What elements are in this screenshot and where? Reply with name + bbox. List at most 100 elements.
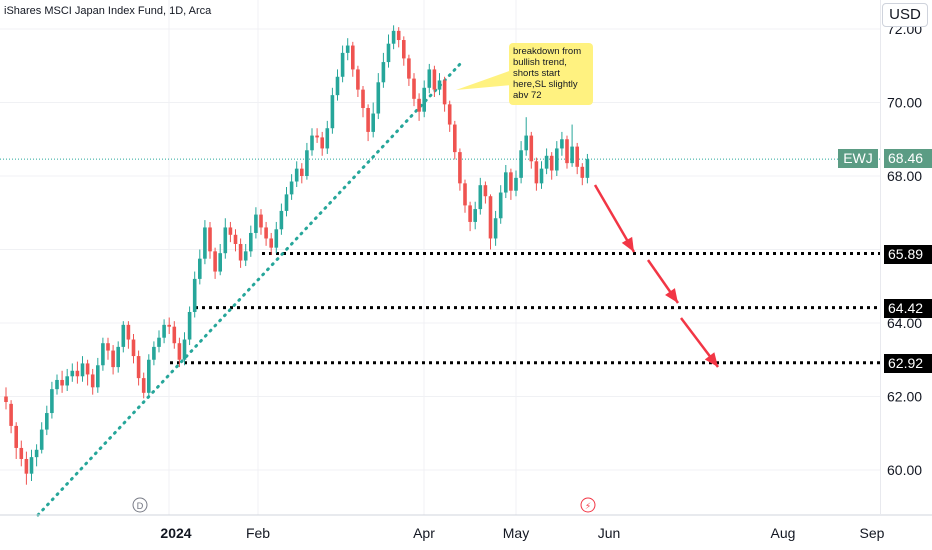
- candle-body: [305, 150, 309, 176]
- candle: [85, 359, 90, 386]
- candle: [96, 357, 100, 393]
- candle: [198, 249, 202, 285]
- candle-body: [80, 363, 85, 377]
- candle-body: [121, 324, 126, 347]
- earnings-event-icon[interactable]: ⚡: [580, 497, 596, 513]
- event-marker-label: ⚡: [585, 502, 591, 512]
- candle-body: [391, 30, 396, 44]
- x-tick-label: Jun: [598, 525, 621, 541]
- candle: [264, 221, 268, 246]
- candle-body: [356, 69, 360, 90]
- candle: [284, 187, 289, 217]
- candle: [402, 36, 406, 66]
- candle: [320, 131, 324, 156]
- candle: [493, 210, 498, 246]
- candle-body: [223, 227, 228, 254]
- candle: [580, 163, 585, 186]
- x-tick-label: Sep: [860, 525, 885, 541]
- candle: [305, 142, 309, 180]
- candle-body: [366, 108, 370, 132]
- candle-body: [325, 128, 330, 149]
- candle-body: [381, 62, 386, 83]
- candle-body: [478, 185, 483, 210]
- dividend-event-icon[interactable]: D: [132, 497, 148, 513]
- candle: [371, 102, 375, 138]
- candle-body: [294, 168, 299, 182]
- candle-body: [544, 155, 549, 169]
- candle-body: [111, 350, 115, 368]
- candle: [111, 345, 115, 375]
- candle: [182, 332, 187, 366]
- candle: [24, 451, 29, 485]
- candle: [447, 100, 452, 132]
- candle-body: [152, 346, 156, 360]
- candle-body: [126, 324, 131, 340]
- candle: [141, 372, 146, 399]
- candle-body: [4, 396, 8, 403]
- candle: [121, 321, 126, 353]
- candle-body: [131, 339, 136, 357]
- candle: [453, 120, 457, 160]
- event-marker-circle: [580, 497, 596, 513]
- candle-body: [504, 172, 508, 193]
- candle: [468, 201, 472, 232]
- candle-body: [498, 192, 503, 219]
- candle-body: [29, 457, 34, 474]
- candle: [101, 337, 105, 371]
- y-tick-label: 68.00: [887, 168, 922, 184]
- candle: [294, 161, 299, 188]
- candle: [274, 221, 279, 254]
- candle: [223, 218, 228, 259]
- candle: [147, 354, 151, 397]
- candle: [427, 63, 432, 94]
- candle: [167, 317, 171, 335]
- candle: [80, 356, 85, 382]
- candle-body: [437, 80, 442, 90]
- last-price-tag: 68.46: [884, 149, 932, 168]
- candle-body: [412, 78, 416, 99]
- projection-arrow: [680, 317, 719, 368]
- candle: [60, 370, 64, 393]
- y-tick-label: 64.00: [887, 315, 922, 331]
- x-tick-label: May: [503, 525, 529, 541]
- candle-body: [218, 253, 222, 272]
- candle: [555, 141, 559, 176]
- candle-body: [208, 227, 212, 252]
- symbol-label: EWJ: [838, 149, 878, 168]
- candle: [478, 177, 483, 215]
- candle-body: [585, 159, 590, 178]
- candle-body: [539, 168, 544, 184]
- candle-body: [238, 243, 243, 261]
- annotation-note[interactable]: breakdown from bullish trend, shorts sta…: [509, 43, 593, 105]
- currency-selector[interactable]: USD: [882, 3, 928, 27]
- x-tick-label: 2024: [160, 525, 191, 541]
- candle: [249, 225, 253, 257]
- candle: [29, 449, 34, 482]
- candle: [376, 73, 381, 120]
- candle-body: [24, 458, 29, 474]
- candle-body: [203, 227, 207, 259]
- candle: [345, 38, 350, 61]
- candle: [498, 185, 503, 224]
- candle-body: [289, 181, 294, 195]
- candle: [539, 161, 544, 189]
- candle: [575, 142, 579, 175]
- candle: [218, 243, 222, 276]
- candle: [585, 153, 590, 184]
- candle: [289, 174, 294, 200]
- candle: [233, 229, 238, 252]
- candle-body: [361, 89, 365, 109]
- candle: [310, 128, 314, 156]
- candle: [366, 104, 370, 142]
- price-axis[interactable]: [880, 0, 932, 515]
- projection-arrow: [593, 184, 636, 253]
- candle: [279, 203, 284, 235]
- candle-body: [228, 227, 233, 235]
- candle-body: [453, 124, 457, 153]
- candle-body: [529, 135, 534, 162]
- candle: [269, 232, 273, 256]
- candle-body: [371, 113, 375, 132]
- candle: [514, 170, 518, 197]
- candle: [34, 444, 39, 467]
